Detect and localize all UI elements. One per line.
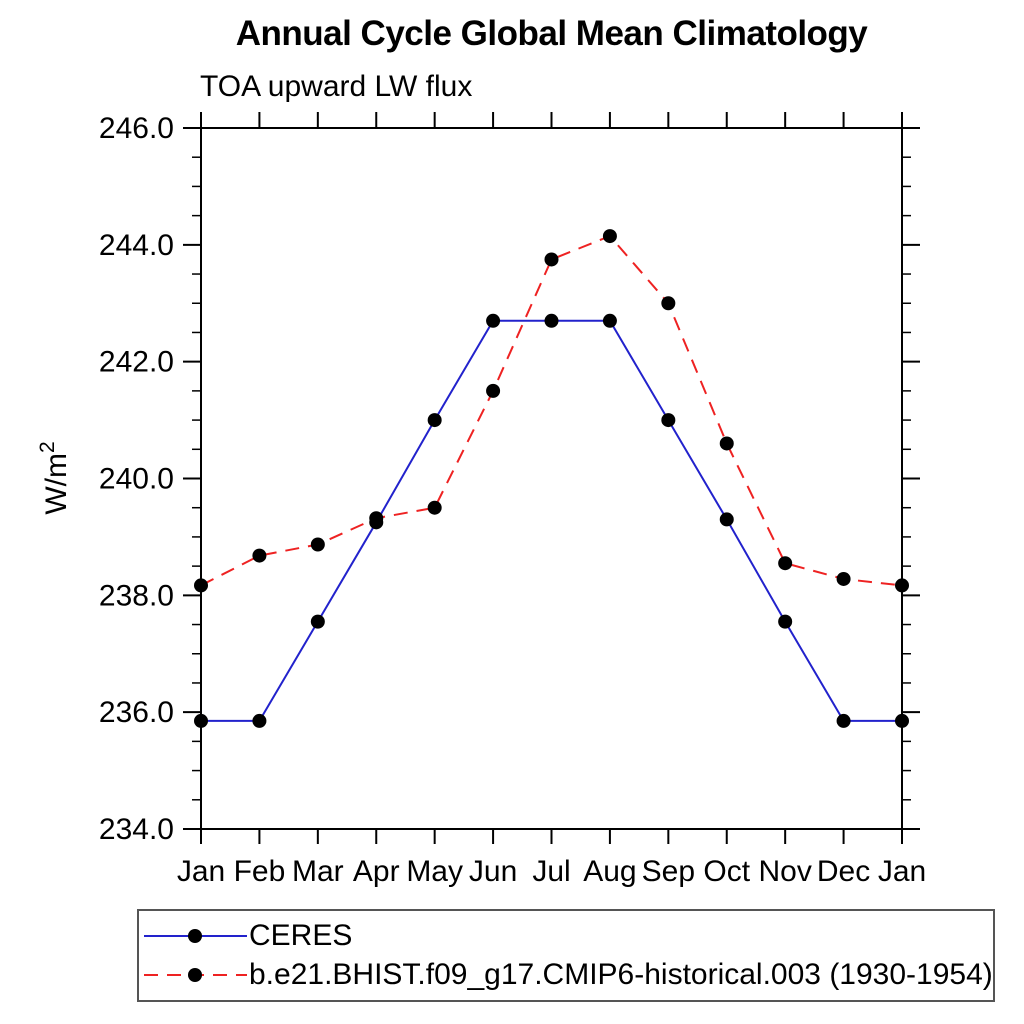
legend-item-model: b.e21.BHIST.f09_g17.CMIP6-historical.003… [144, 960, 993, 990]
svg-text:Jan: Jan [878, 855, 926, 888]
svg-text:Jun: Jun [469, 855, 517, 888]
legend-line-sample-model [144, 968, 247, 983]
svg-text:Dec: Dec [817, 855, 870, 888]
legend: CERES b.e21.BHIST.f09_g17.CMIP6-historic… [137, 909, 995, 1002]
svg-text:246.0: 246.0 [99, 112, 174, 145]
legend-label-ceres: CERES [249, 918, 353, 952]
legend-line-sample-ceres [144, 928, 247, 943]
svg-text:Oct: Oct [703, 855, 750, 888]
legend-label-model: b.e21.BHIST.f09_g17.CMIP6-historical.003… [249, 958, 993, 992]
svg-text:Jul: Jul [532, 855, 570, 888]
svg-text:Apr: Apr [353, 855, 400, 888]
svg-text:242.0: 242.0 [99, 346, 174, 379]
svg-text:244.0: 244.0 [99, 229, 174, 262]
svg-text:Feb: Feb [234, 855, 286, 888]
chart-title: Annual Cycle Global Mean Climatology [235, 14, 868, 53]
svg-text:Jan: Jan [177, 855, 225, 888]
svg-text:234.0: 234.0 [99, 813, 174, 846]
svg-text:Nov: Nov [758, 855, 811, 888]
svg-text:238.0: 238.0 [99, 579, 174, 612]
legend-item-ceres: CERES [144, 918, 993, 952]
svg-text:Aug: Aug [583, 855, 636, 888]
svg-text:Sep: Sep [642, 855, 695, 888]
y-axis-label: W/m2 [36, 441, 73, 514]
svg-text:May: May [406, 855, 463, 888]
svg-text:Mar: Mar [292, 855, 344, 888]
svg-text:240.0: 240.0 [99, 463, 174, 496]
svg-text:236.0: 236.0 [99, 696, 174, 729]
chart-subtitle: TOA upward LW flux [200, 70, 473, 103]
